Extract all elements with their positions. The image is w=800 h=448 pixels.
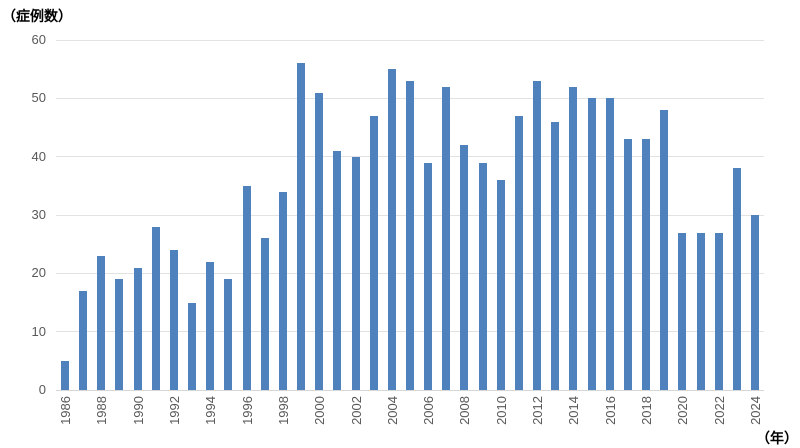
x-tick-label: 2020 (675, 396, 691, 425)
x-tick-label: 2016 (602, 396, 618, 425)
bar-2005 (406, 80, 414, 390)
y-tick-label: 50 (31, 90, 46, 106)
bar-2007 (442, 86, 451, 390)
bar-2024 (751, 215, 759, 390)
y-axis-unit-label: （症例数） (2, 8, 72, 24)
x-tick-label: 2010 (493, 396, 509, 425)
bar-2003 (369, 115, 378, 390)
y-tick-label: 20 (31, 265, 46, 281)
bar-2010 (496, 180, 505, 390)
bar-2018 (642, 139, 651, 390)
y-tick-label: 0 (38, 382, 46, 397)
bar-1995 (224, 279, 233, 390)
bar-2023 (732, 168, 741, 390)
bar-1993 (188, 302, 197, 390)
x-tick-label: 2022 (711, 396, 727, 425)
x-tick-label: 2008 (457, 396, 473, 425)
bar-1994 (206, 261, 215, 390)
bar-2006 (424, 162, 433, 390)
bar-2004 (387, 69, 396, 390)
bar-1990 (133, 267, 142, 390)
x-tick-label: 2012 (530, 396, 546, 425)
bar-1992 (169, 250, 178, 390)
bar-2011 (514, 115, 523, 390)
bar-1996 (242, 185, 251, 390)
y-tick-label: 60 (31, 32, 46, 47)
x-tick-label: 1998 (275, 396, 291, 425)
x-tick-label: 1996 (239, 396, 255, 425)
x-axis-line (56, 389, 764, 391)
bar-2022 (714, 232, 723, 390)
bar-2014 (569, 86, 578, 390)
bar-1999 (297, 63, 306, 390)
x-tick-label: 2014 (566, 396, 582, 425)
y-tick-label: 30 (31, 207, 46, 222)
x-tick-label: 1994 (203, 396, 219, 425)
bar-2002 (351, 156, 360, 390)
bar-2001 (333, 150, 342, 390)
bar-2015 (587, 98, 596, 390)
bar-2019 (660, 110, 669, 390)
bar-1986 (61, 360, 69, 390)
bar-2008 (460, 145, 469, 390)
bar-1997 (260, 238, 269, 390)
x-tick-label: 2006 (421, 396, 437, 425)
bar-2017 (623, 139, 632, 390)
bar-2021 (696, 232, 705, 390)
bar-1988 (97, 255, 106, 390)
bar-1989 (115, 279, 124, 390)
x-tick-label: 2000 (312, 396, 328, 425)
bar-1991 (151, 226, 160, 390)
x-tick-label: 1986 (58, 396, 73, 425)
bar-2012 (533, 80, 542, 390)
bar-2016 (605, 98, 614, 390)
x-tick-label: 1992 (166, 396, 182, 425)
y-tick-label: 10 (31, 323, 46, 339)
bar-1998 (278, 191, 287, 390)
x-axis-unit-label: （年） (756, 430, 798, 446)
bar-2009 (478, 162, 487, 390)
bar-2013 (551, 121, 560, 390)
x-tick-label: 2018 (639, 396, 655, 425)
x-tick-label: 2024 (748, 396, 763, 425)
bar-2000 (315, 92, 324, 390)
x-tick-label: 1988 (94, 396, 110, 425)
y-tick-label: 40 (31, 148, 46, 164)
x-tick-label: 1990 (130, 396, 146, 425)
x-tick-label: 2004 (384, 396, 400, 425)
bar-2020 (678, 232, 687, 390)
gridline (56, 39, 764, 41)
bar-1987 (79, 290, 88, 390)
x-tick-label: 2002 (348, 396, 364, 425)
